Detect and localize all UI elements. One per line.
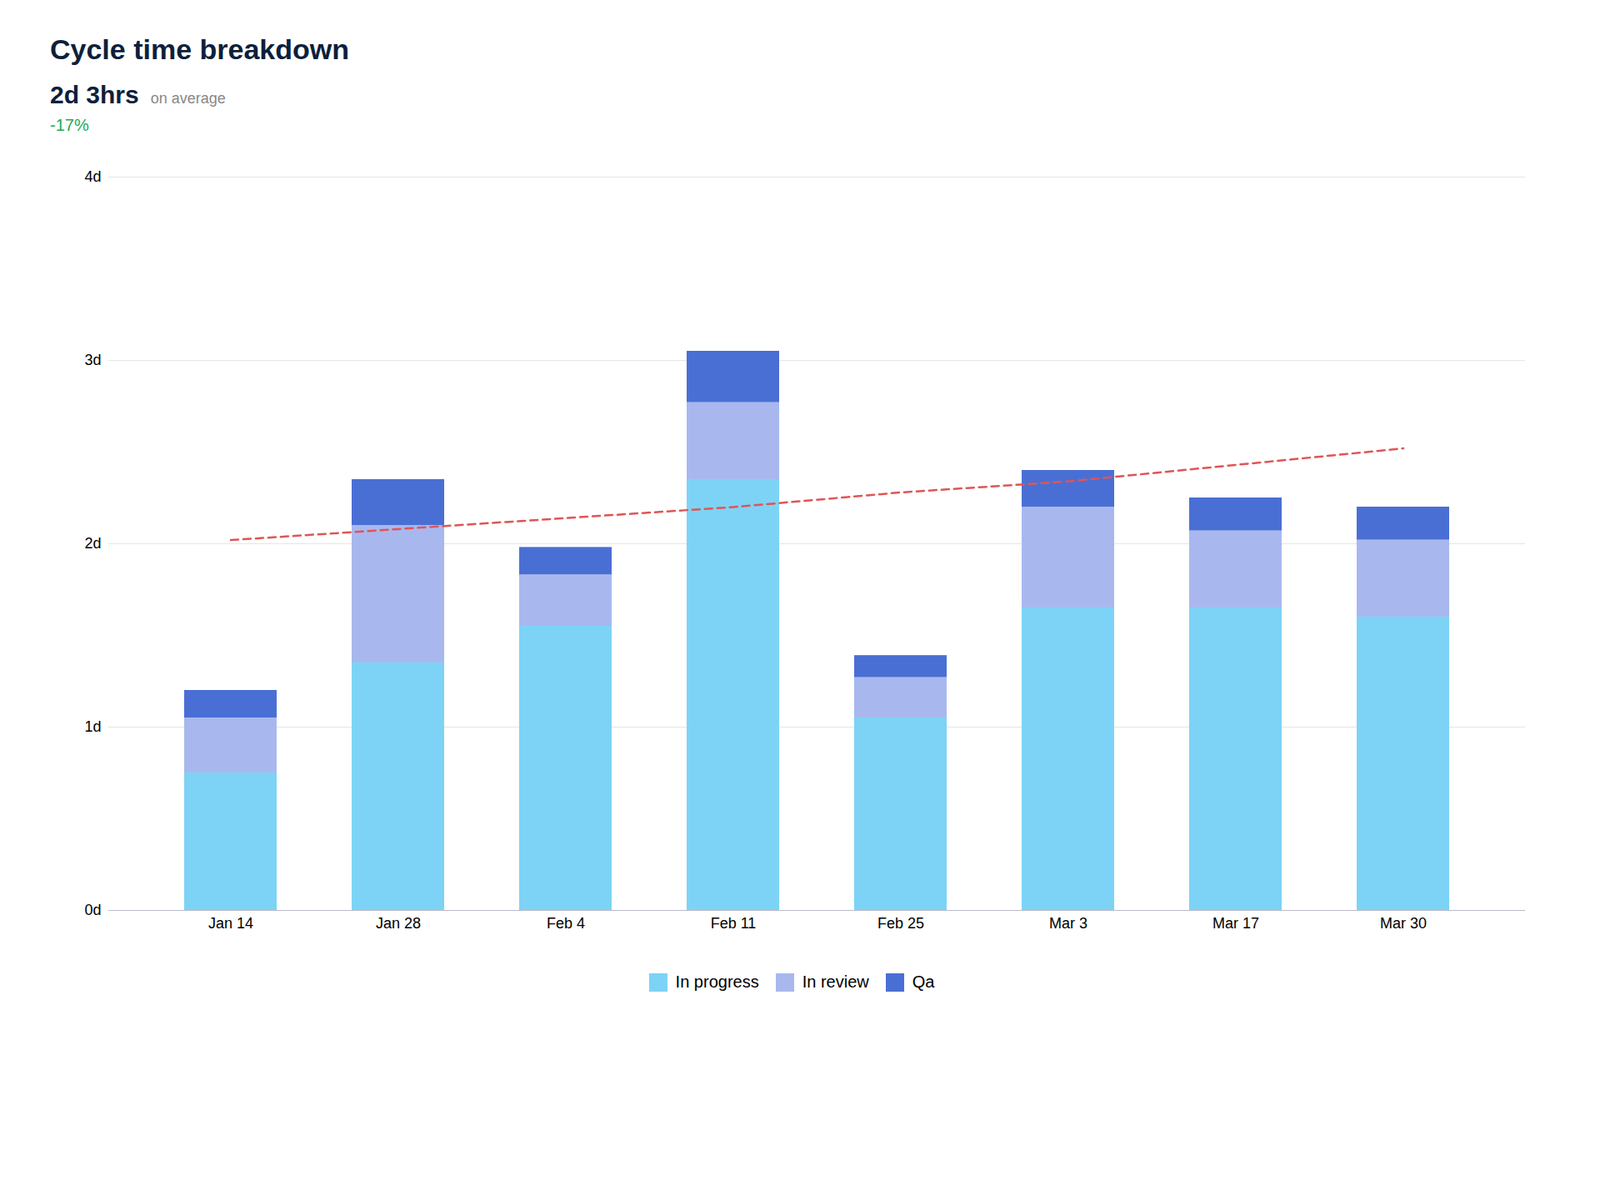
svg-text:3d: 3d (84, 351, 101, 369)
svg-text:Mar 30: Mar 30 (1380, 915, 1427, 932)
html-text:-17%: -17% (50, 115, 89, 135)
svg-text:Mar 3: Mar 3 (1049, 915, 1088, 932)
svg-text:Feb 4: Feb 4 (546, 915, 585, 932)
html-text:In progress: In progress (675, 972, 759, 991)
html-text:Cycle time breakdown: Cycle time breakdown (50, 33, 350, 65)
html-text:2d 3hrs: 2d 3hrs (50, 80, 139, 109)
svg-text:2d: 2d (84, 535, 101, 552)
html-text:Qa: Qa (912, 972, 935, 991)
svg-text:Feb 11: Feb 11 (710, 915, 757, 932)
svg-text:Mar 17: Mar 17 (1212, 915, 1260, 932)
svg-text:1d: 1d (84, 718, 101, 735)
svg-text:4d: 4d (84, 168, 101, 185)
svg-text:Jan 14: Jan 14 (208, 915, 254, 932)
html-text:In review: In review (802, 972, 869, 991)
svg-text:Jan 28: Jan 28 (375, 915, 421, 932)
svg-text:Feb 25: Feb 25 (877, 915, 925, 932)
svg-text:0d: 0d (84, 901, 101, 919)
html-text:on average: on average (150, 90, 226, 107)
